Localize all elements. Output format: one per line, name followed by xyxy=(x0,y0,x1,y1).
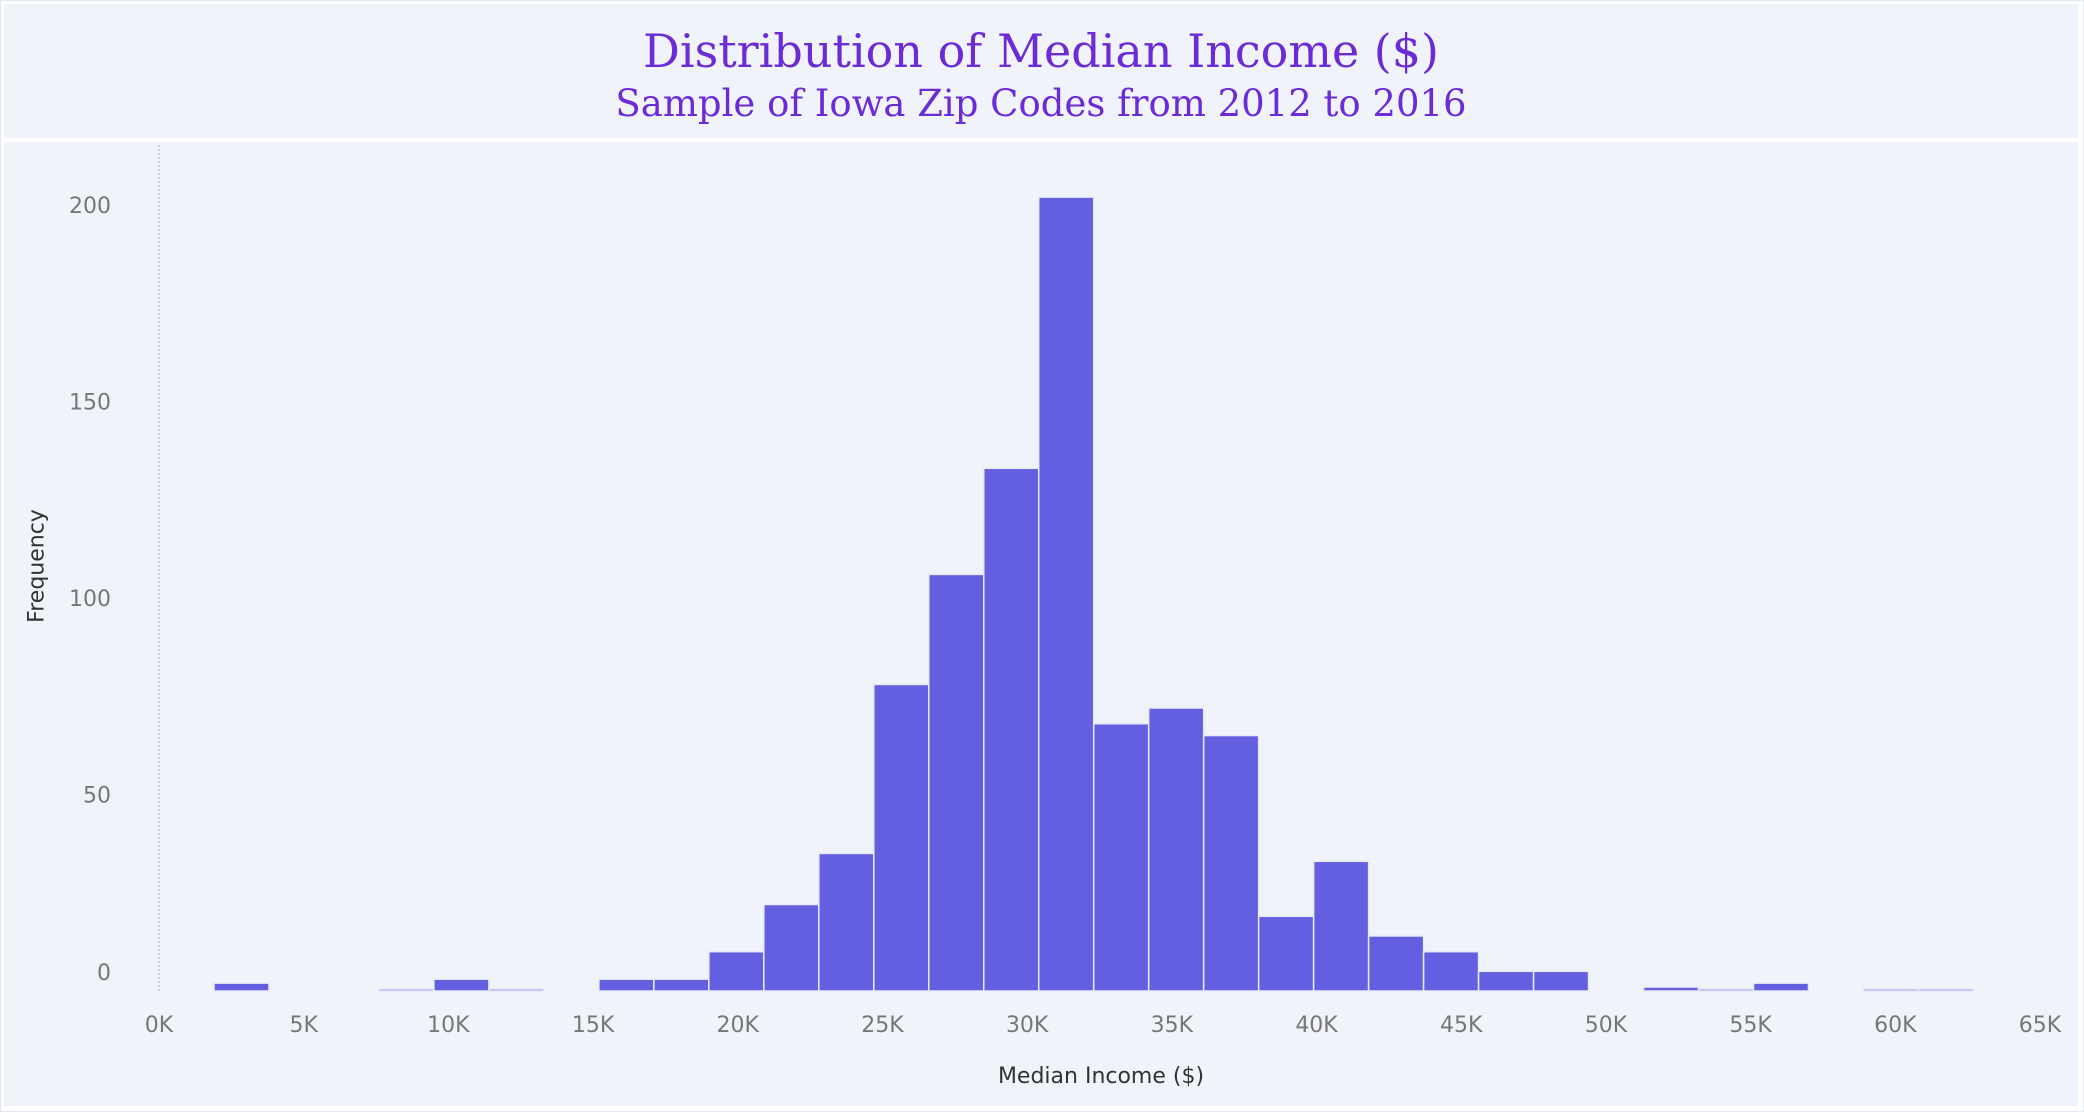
histogram-bar xyxy=(1092,723,1150,992)
y-tick-label: 200 xyxy=(69,194,111,219)
x-tick-label: 30K xyxy=(1006,1013,1049,1038)
histogram-bar xyxy=(982,467,1040,992)
histogram-bar xyxy=(873,683,930,992)
histogram-bar xyxy=(1862,988,1920,992)
histogram-bar xyxy=(598,978,655,992)
x-tick-label: 35K xyxy=(1151,1013,1194,1038)
histogram-bar xyxy=(653,978,710,992)
y-tick-label: 0 xyxy=(97,961,111,986)
y-axis-label: Frequency xyxy=(24,509,50,623)
x-tick-label: 10K xyxy=(427,1013,470,1038)
histogram-bar xyxy=(1642,986,1700,992)
histogram-bar xyxy=(763,903,820,992)
histogram-bar xyxy=(708,950,765,992)
chart-header: Distribution of Median Income ($) Sample… xyxy=(4,4,2078,138)
histogram-bar xyxy=(818,852,875,992)
y-tick-label: 150 xyxy=(69,391,111,416)
histogram-bar xyxy=(488,988,545,992)
histogram-bar xyxy=(378,988,435,992)
histogram-bar xyxy=(1202,734,1260,992)
histogram-bar xyxy=(1477,970,1535,992)
x-tick-label: 50K xyxy=(1585,1013,1628,1038)
histogram-bar xyxy=(1917,988,1975,992)
x-tick-label: 55K xyxy=(1729,1013,1772,1038)
x-tick-label: 15K xyxy=(572,1013,615,1038)
histogram-bar xyxy=(1422,950,1480,992)
histogram-bar xyxy=(1752,982,1810,992)
x-axis-label: Median Income ($) xyxy=(997,1064,1205,1089)
histogram-bar xyxy=(1532,970,1590,992)
chart-subtitle: Sample of Iowa Zip Codes from 2012 to 20… xyxy=(615,82,1467,125)
x-tick-label: 65K xyxy=(2019,1013,2062,1038)
histogram-bar xyxy=(1697,988,1755,992)
x-tick-label: 0K xyxy=(145,1013,174,1038)
histogram-bar xyxy=(1312,860,1370,992)
chart-title: Distribution of Median Income ($) xyxy=(643,24,1439,78)
y-tick-label: 100 xyxy=(69,587,111,612)
x-tick-label: 5K xyxy=(289,1013,318,1038)
histogram-bar xyxy=(433,978,490,992)
histogram-bar xyxy=(1257,915,1315,992)
histogram-bar xyxy=(1147,707,1205,992)
x-tick-label: 25K xyxy=(861,1013,904,1038)
histogram-bar xyxy=(213,982,270,992)
x-tick-label: 60K xyxy=(1874,1013,1917,1038)
y-tick-label: 50 xyxy=(83,784,111,809)
histogram-bar xyxy=(1367,935,1425,992)
histogram-bar xyxy=(1037,196,1095,992)
x-tick-label: 20K xyxy=(717,1013,760,1038)
x-tick-label: 45K xyxy=(1440,1013,1483,1038)
histogram-bar xyxy=(928,573,985,992)
x-tick-label: 40K xyxy=(1295,1013,1338,1038)
